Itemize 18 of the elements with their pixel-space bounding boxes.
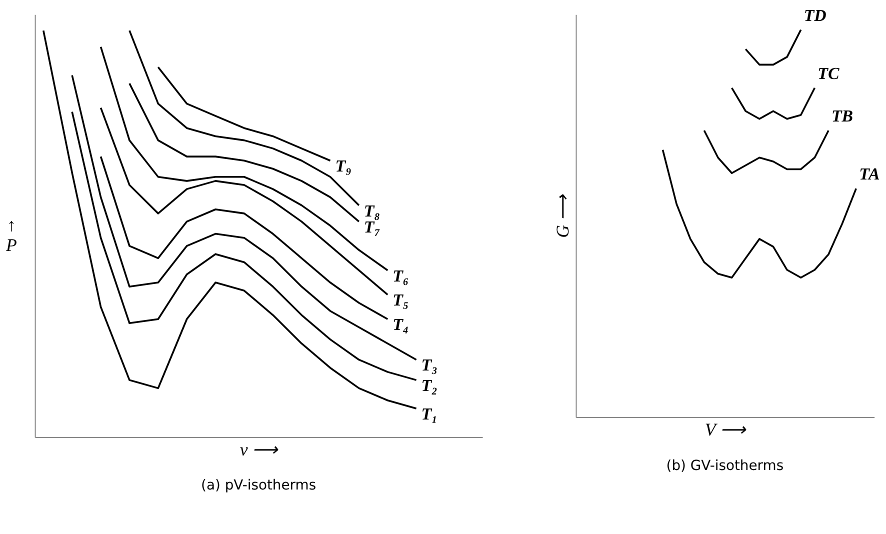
series-label: TC: [818, 64, 840, 83]
series-label: T₆: [392, 266, 409, 286]
text: (b) GV-isotherms: [666, 458, 784, 474]
y-axis-title: G ⟶: [552, 194, 572, 238]
series-label: TA: [859, 164, 880, 184]
series-label: TD: [804, 6, 826, 25]
text: (a) pV-isotherms: [201, 478, 316, 494]
series-label: TB: [831, 106, 854, 126]
x-axis-title: V ⟶: [704, 419, 747, 440]
series-label: T₂: [421, 376, 438, 395]
series-label: T₄: [392, 315, 409, 334]
series-label: T₃: [421, 356, 438, 375]
series-label: T₈: [364, 201, 380, 220]
x-axis-title: v ⟶: [240, 439, 280, 460]
series-label: T₉: [335, 156, 352, 176]
series-label: T₅: [392, 290, 409, 310]
y-axis-title: ↑ P: [4, 215, 17, 255]
series-label: T₁: [421, 404, 438, 424]
